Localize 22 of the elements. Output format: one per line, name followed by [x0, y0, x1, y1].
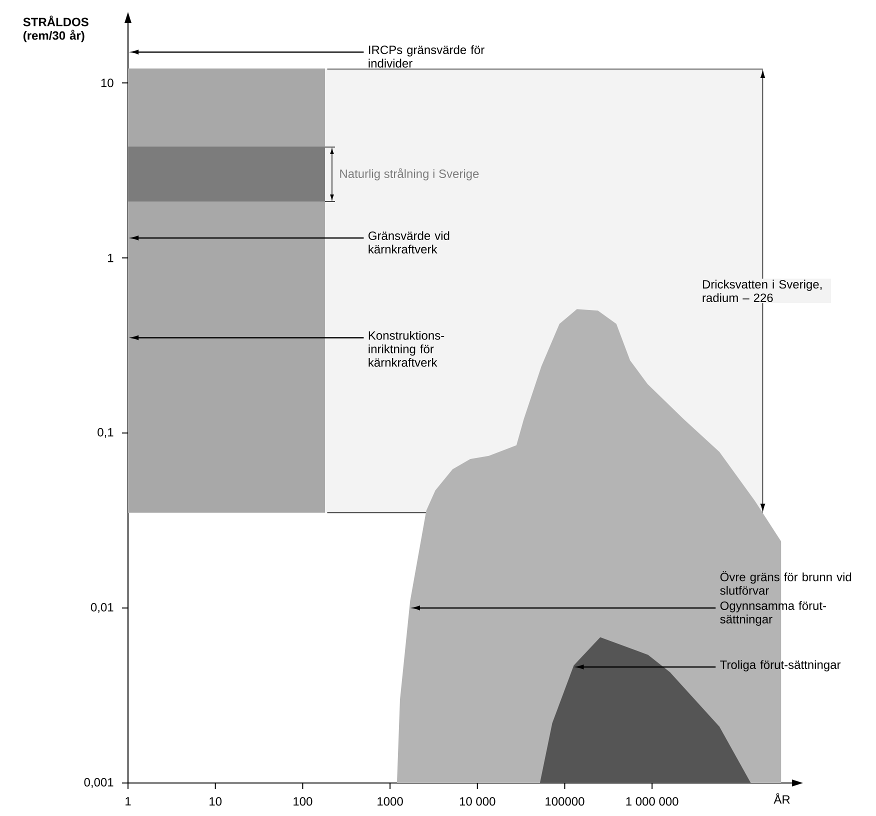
y-axis-title: STRÅLDOS (rem/30 år): [23, 16, 88, 42]
y-tick-label: 1: [108, 254, 114, 262]
x-axis-title: ÅR: [774, 793, 790, 804]
ref-line-label: Gränsvärde vid kärnkraftverk: [368, 231, 450, 254]
y-tick-label: 0,001: [84, 778, 114, 788]
annotation: Övre gräns för brunn vid slutförvar: [720, 571, 852, 595]
x-tick-label: 100: [294, 797, 312, 806]
y-tick-label: 0,01: [90, 603, 114, 613]
y-tick-label: 0,1: [98, 428, 114, 438]
x-tick-label: 10 000: [460, 797, 496, 806]
x-tick-label: 10: [210, 797, 222, 806]
x-tick-label: 1000: [378, 797, 403, 806]
ref-line-label: Konstruktions-inriktning för kärnkraftverk: [368, 330, 444, 367]
ref-line-label: Ogynnsamma förut-sättningar: [720, 601, 826, 626]
x-tick-label: 1 000 000: [626, 797, 678, 806]
ref-line-label: Troliga förut-sättningar: [720, 660, 841, 672]
band-label: Dricksvatten i Sverige, radium – 226: [702, 280, 822, 302]
y-tick-label: 10: [101, 78, 114, 88]
ref-line-label: IRCPs gränsvärde för individer: [368, 45, 484, 68]
x-tick-label: 1: [126, 797, 131, 806]
x-tick-label: 100000: [546, 797, 584, 806]
text: Naturlig strålning i Sverige: [340, 168, 479, 180]
